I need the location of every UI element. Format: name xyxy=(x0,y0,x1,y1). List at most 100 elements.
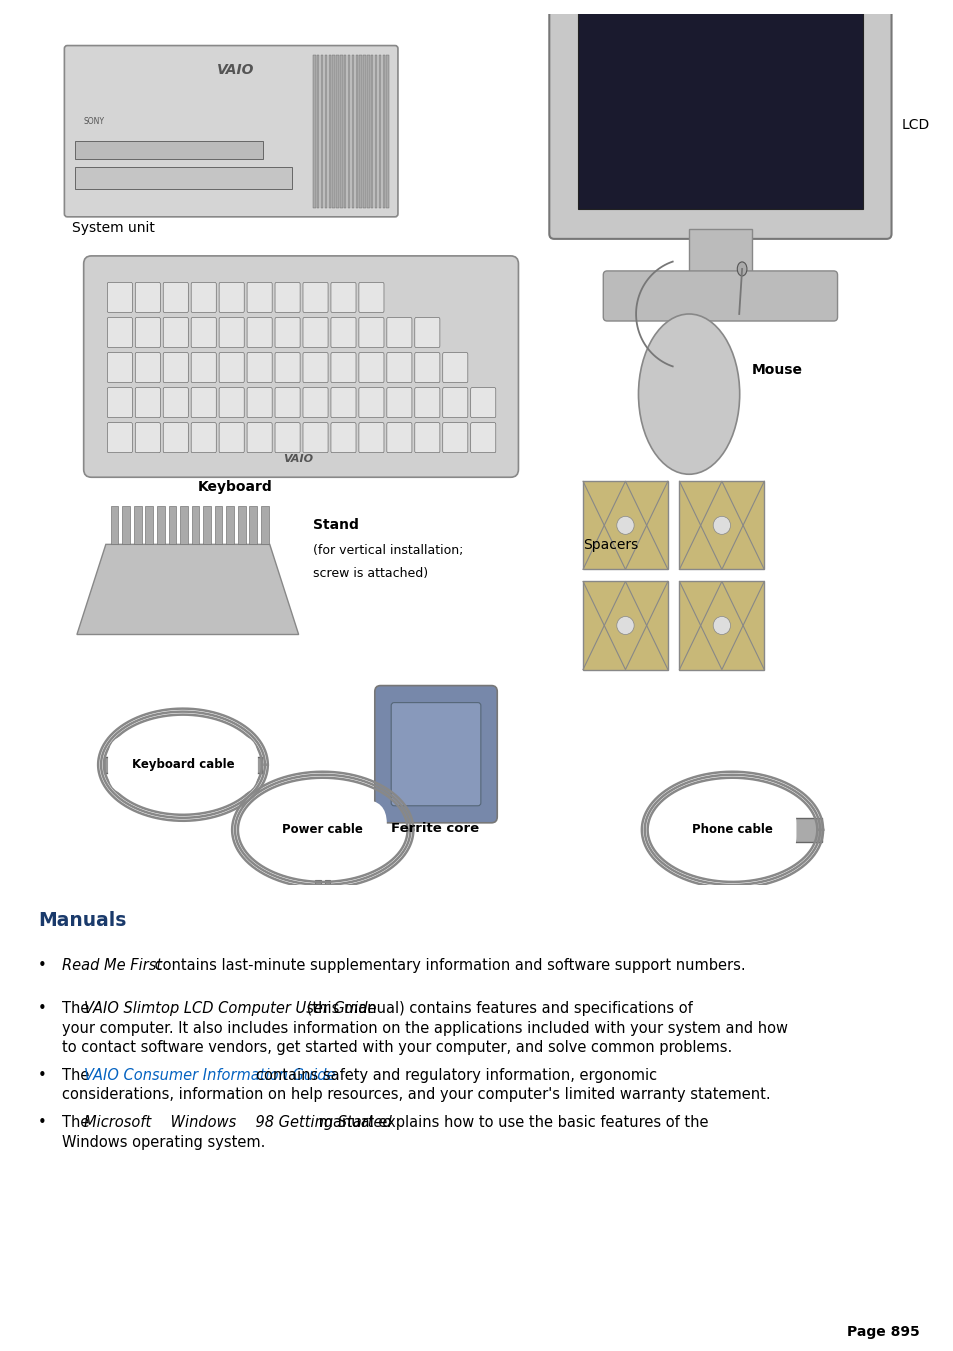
FancyBboxPatch shape xyxy=(191,353,216,382)
FancyBboxPatch shape xyxy=(163,353,188,382)
FancyBboxPatch shape xyxy=(415,388,439,417)
FancyBboxPatch shape xyxy=(219,353,244,382)
Bar xyxy=(214,507,222,544)
FancyBboxPatch shape xyxy=(331,423,355,453)
FancyBboxPatch shape xyxy=(163,423,188,453)
Bar xyxy=(75,141,263,159)
Text: Phone cable: Phone cable xyxy=(691,823,772,836)
FancyBboxPatch shape xyxy=(442,388,467,417)
FancyBboxPatch shape xyxy=(358,388,383,417)
Text: considerations, information on help resources, and your computer's limited warra: considerations, information on help reso… xyxy=(62,1088,770,1102)
Bar xyxy=(324,54,327,208)
Bar xyxy=(104,757,125,773)
Text: contains last-minute supplementary information and software support numbers.: contains last-minute supplementary infor… xyxy=(150,958,745,973)
Bar xyxy=(250,507,257,544)
Bar xyxy=(363,54,365,208)
FancyBboxPatch shape xyxy=(331,282,355,312)
Bar xyxy=(157,507,165,544)
Text: Keyboard: Keyboard xyxy=(197,480,272,494)
FancyBboxPatch shape xyxy=(191,423,216,453)
FancyBboxPatch shape xyxy=(602,272,837,322)
FancyBboxPatch shape xyxy=(191,282,216,312)
Text: Keyboard cable: Keyboard cable xyxy=(132,758,234,771)
Bar xyxy=(340,54,342,208)
Text: (for vertical installation;: (for vertical installation; xyxy=(313,544,463,558)
FancyBboxPatch shape xyxy=(331,388,355,417)
Bar xyxy=(320,54,323,208)
FancyBboxPatch shape xyxy=(163,317,188,347)
Bar xyxy=(375,54,376,208)
FancyBboxPatch shape xyxy=(219,388,244,417)
FancyBboxPatch shape xyxy=(679,581,763,670)
Bar xyxy=(688,228,751,278)
Bar xyxy=(794,817,821,842)
Bar xyxy=(75,166,292,189)
FancyBboxPatch shape xyxy=(135,282,160,312)
FancyBboxPatch shape xyxy=(679,481,763,569)
FancyBboxPatch shape xyxy=(107,423,132,453)
Polygon shape xyxy=(77,544,298,635)
Text: LCD: LCD xyxy=(901,118,928,131)
Ellipse shape xyxy=(737,262,746,276)
FancyBboxPatch shape xyxy=(582,481,667,569)
Bar xyxy=(352,54,354,208)
FancyBboxPatch shape xyxy=(303,388,328,417)
FancyBboxPatch shape xyxy=(247,388,272,417)
FancyBboxPatch shape xyxy=(274,423,300,453)
Bar xyxy=(240,757,262,773)
Bar xyxy=(133,507,141,544)
FancyBboxPatch shape xyxy=(274,282,300,312)
Bar xyxy=(367,54,369,208)
FancyBboxPatch shape xyxy=(331,353,355,382)
FancyBboxPatch shape xyxy=(387,423,412,453)
FancyBboxPatch shape xyxy=(415,353,439,382)
FancyBboxPatch shape xyxy=(107,388,132,417)
FancyBboxPatch shape xyxy=(219,423,244,453)
Bar xyxy=(313,54,315,208)
FancyBboxPatch shape xyxy=(274,317,300,347)
FancyBboxPatch shape xyxy=(549,0,891,239)
Text: Ferrite core: Ferrite core xyxy=(391,821,479,835)
Text: screw is attached): screw is attached) xyxy=(313,567,428,581)
Bar xyxy=(169,507,176,544)
FancyBboxPatch shape xyxy=(274,388,300,417)
FancyBboxPatch shape xyxy=(331,317,355,347)
Bar xyxy=(316,54,319,208)
Bar xyxy=(226,507,233,544)
FancyBboxPatch shape xyxy=(247,317,272,347)
Text: to contact software vendors, get started with your computer, and solve common pr: to contact software vendors, get started… xyxy=(62,1040,732,1055)
Text: •: • xyxy=(38,1115,47,1129)
Text: •: • xyxy=(38,1001,47,1016)
FancyBboxPatch shape xyxy=(135,353,160,382)
Text: The: The xyxy=(62,1001,94,1016)
FancyBboxPatch shape xyxy=(247,353,272,382)
Text: Stand: Stand xyxy=(313,519,358,532)
FancyBboxPatch shape xyxy=(84,255,517,477)
Bar xyxy=(314,880,320,900)
FancyBboxPatch shape xyxy=(303,282,328,312)
Text: System unit: System unit xyxy=(72,220,154,235)
Text: Read Me First: Read Me First xyxy=(62,958,162,973)
Text: VAIO: VAIO xyxy=(217,62,254,77)
Bar xyxy=(386,54,389,208)
Text: Manuals: Manuals xyxy=(38,911,126,929)
FancyBboxPatch shape xyxy=(387,353,412,382)
Bar xyxy=(382,54,384,208)
Bar xyxy=(378,54,380,208)
Ellipse shape xyxy=(638,313,739,474)
Text: The: The xyxy=(62,1069,94,1084)
FancyBboxPatch shape xyxy=(358,353,383,382)
FancyBboxPatch shape xyxy=(191,388,216,417)
Bar xyxy=(335,54,338,208)
FancyBboxPatch shape xyxy=(107,353,132,382)
Bar xyxy=(344,54,346,208)
Bar xyxy=(145,507,152,544)
Text: Microsoft  Windows  98 Getting Started: Microsoft Windows 98 Getting Started xyxy=(84,1115,392,1129)
FancyBboxPatch shape xyxy=(470,388,496,417)
FancyBboxPatch shape xyxy=(358,423,383,453)
FancyBboxPatch shape xyxy=(375,685,497,823)
Text: VAIO: VAIO xyxy=(283,454,314,465)
FancyBboxPatch shape xyxy=(582,581,667,670)
FancyBboxPatch shape xyxy=(135,317,160,347)
Text: SONY: SONY xyxy=(84,116,105,126)
